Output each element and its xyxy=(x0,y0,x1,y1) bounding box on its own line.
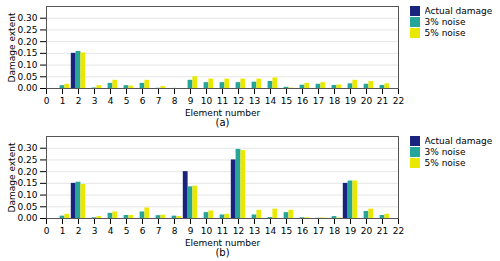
svg-text:19: 19 xyxy=(345,226,357,236)
svg-text:20: 20 xyxy=(361,226,373,236)
svg-text:0.10: 0.10 xyxy=(17,190,37,200)
svg-text:11: 11 xyxy=(217,96,228,106)
svg-text:0.10: 0.10 xyxy=(17,60,37,70)
svg-text:Damage extent: Damage extent xyxy=(7,12,17,82)
svg-text:15: 15 xyxy=(281,226,292,236)
svg-text:0.15: 0.15 xyxy=(17,48,37,58)
svg-text:0.30: 0.30 xyxy=(17,13,37,23)
svg-text:17: 17 xyxy=(313,226,324,236)
svg-text:5: 5 xyxy=(124,96,130,106)
svg-text:0.15: 0.15 xyxy=(17,178,37,188)
svg-text:14: 14 xyxy=(265,96,277,106)
svg-text:4: 4 xyxy=(108,96,114,106)
svg-text:0.05: 0.05 xyxy=(17,202,37,212)
svg-text:11: 11 xyxy=(217,226,228,236)
svg-text:22: 22 xyxy=(393,226,404,236)
html-text:5% noise: 5% noise xyxy=(424,158,466,168)
html-text:3% noise: 3% noise xyxy=(424,147,466,157)
svg-text:15: 15 xyxy=(281,96,292,106)
svg-text:Damage extent: Damage extent xyxy=(7,142,17,212)
svg-text:20: 20 xyxy=(361,96,373,106)
svg-text:6: 6 xyxy=(140,96,146,106)
svg-text:21: 21 xyxy=(377,96,388,106)
svg-text:0.00: 0.00 xyxy=(17,213,37,223)
svg-text:10: 10 xyxy=(201,226,213,236)
svg-text:9: 9 xyxy=(188,96,194,106)
svg-text:18: 18 xyxy=(329,96,341,106)
svg-text:7: 7 xyxy=(156,226,162,236)
svg-text:5: 5 xyxy=(124,226,130,236)
svg-text:6: 6 xyxy=(140,226,146,236)
svg-text:22: 22 xyxy=(393,96,404,106)
svg-text:12: 12 xyxy=(233,226,244,236)
svg-text:7: 7 xyxy=(156,96,162,106)
html-text:Actual damage: Actual damage xyxy=(424,136,493,146)
svg-text:(a): (a) xyxy=(216,117,230,128)
svg-text:2: 2 xyxy=(76,226,82,236)
svg-text:17: 17 xyxy=(313,96,324,106)
svg-text:21: 21 xyxy=(377,226,388,236)
html-text:3% noise: 3% noise xyxy=(424,17,466,27)
svg-text:0: 0 xyxy=(44,96,50,106)
svg-text:9: 9 xyxy=(188,226,194,236)
svg-text:13: 13 xyxy=(249,96,260,106)
svg-text:3: 3 xyxy=(92,96,98,106)
svg-text:(b): (b) xyxy=(215,247,229,258)
html-text:Actual damage: Actual damage xyxy=(424,6,493,16)
svg-text:0.25: 0.25 xyxy=(17,25,37,35)
svg-text:1: 1 xyxy=(60,96,66,106)
svg-text:8: 8 xyxy=(172,96,178,106)
svg-text:18: 18 xyxy=(329,226,341,236)
svg-text:0.05: 0.05 xyxy=(17,72,37,82)
svg-text:19: 19 xyxy=(345,96,357,106)
svg-text:0.00: 0.00 xyxy=(17,83,37,93)
svg-text:Element number: Element number xyxy=(184,107,261,118)
svg-text:0.20: 0.20 xyxy=(17,167,37,177)
svg-text:3: 3 xyxy=(92,226,98,236)
svg-text:10: 10 xyxy=(201,96,213,106)
svg-text:16: 16 xyxy=(297,226,309,236)
svg-text:0.30: 0.30 xyxy=(17,143,37,153)
svg-text:16: 16 xyxy=(297,96,309,106)
svg-text:Element number: Element number xyxy=(184,237,261,248)
svg-text:12: 12 xyxy=(233,96,244,106)
svg-text:13: 13 xyxy=(249,226,260,236)
svg-text:1: 1 xyxy=(60,226,66,236)
html-text:5% noise: 5% noise xyxy=(424,28,466,38)
svg-text:0: 0 xyxy=(44,226,50,236)
svg-text:2: 2 xyxy=(76,96,82,106)
svg-text:0.20: 0.20 xyxy=(17,37,37,47)
svg-text:4: 4 xyxy=(108,226,114,236)
svg-text:0.25: 0.25 xyxy=(17,155,37,165)
svg-text:14: 14 xyxy=(265,226,277,236)
svg-text:8: 8 xyxy=(172,226,178,236)
